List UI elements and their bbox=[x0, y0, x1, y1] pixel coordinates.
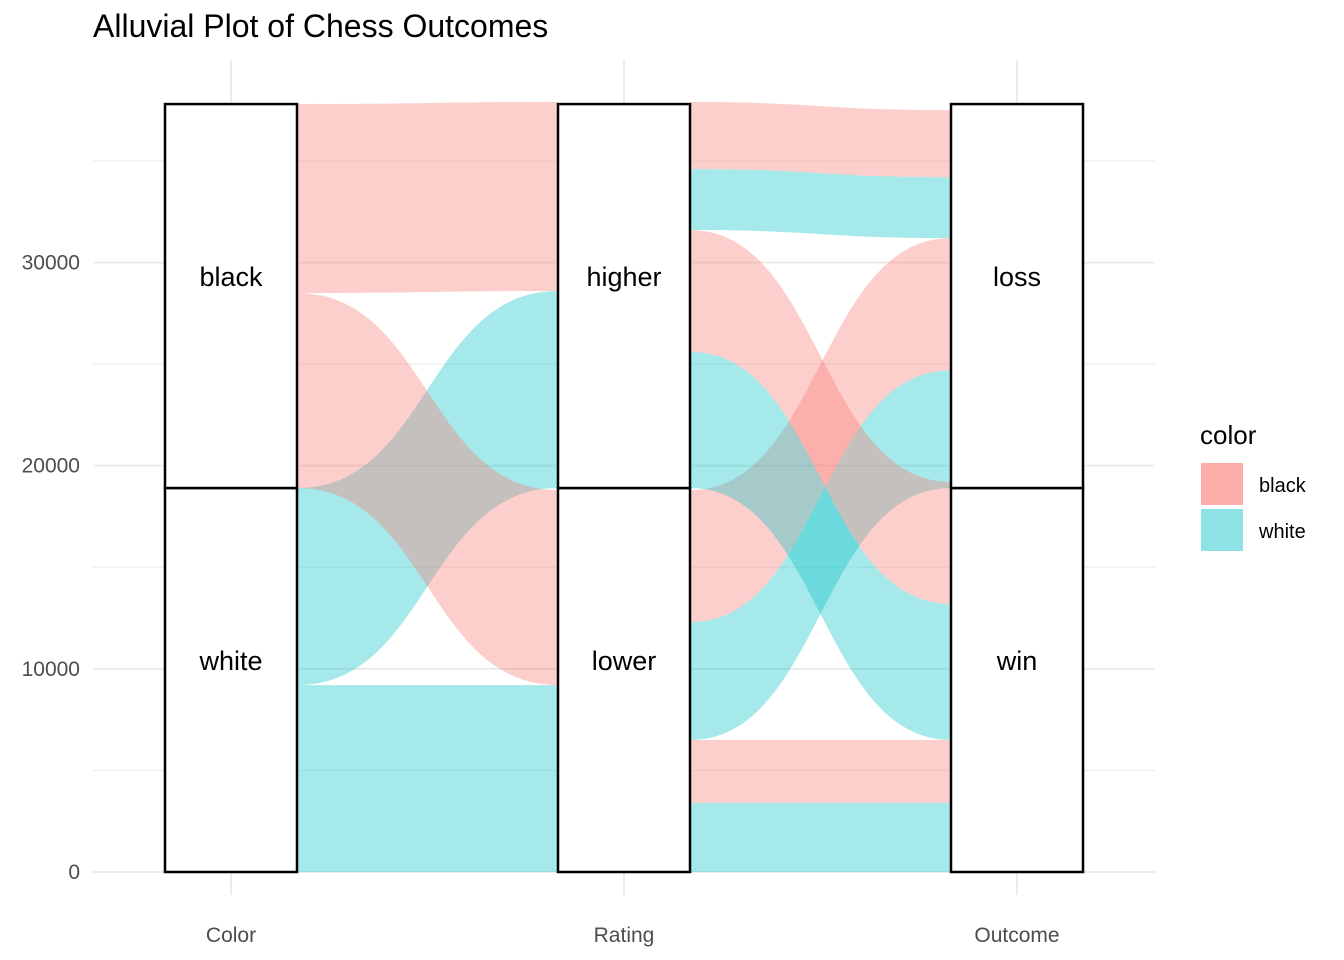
stratum-outcome-loss bbox=[951, 104, 1083, 488]
legend-key-black bbox=[1201, 463, 1243, 505]
stratum-label-black: black bbox=[199, 262, 263, 292]
legend-key-white bbox=[1201, 509, 1243, 551]
x-axis: Color Rating Outcome bbox=[206, 924, 1060, 947]
x-tick-label-outcome: Outcome bbox=[974, 924, 1059, 947]
x-tick-label-rating: Rating bbox=[594, 924, 655, 947]
stratum-label-higher: higher bbox=[586, 262, 661, 292]
stratum-label-white: white bbox=[198, 646, 262, 676]
stratum-label-loss: loss bbox=[993, 262, 1041, 292]
stratum-rating-lower bbox=[558, 488, 690, 872]
x-tick-label-color: Color bbox=[206, 924, 256, 947]
legend-title: color bbox=[1200, 420, 1257, 450]
legend-label-black: black bbox=[1259, 475, 1307, 497]
stratum-rating-higher bbox=[558, 104, 690, 488]
legend: color black white bbox=[1200, 420, 1307, 551]
rating-outcome-flow-1 bbox=[690, 740, 951, 803]
stratum-outcome-win bbox=[951, 488, 1083, 872]
y-axis: 0 10000 20000 30000 bbox=[22, 252, 80, 884]
stratum-color-black bbox=[165, 104, 297, 488]
stratum-label-win: win bbox=[996, 646, 1038, 676]
rating-outcome-flow-7 bbox=[690, 102, 951, 177]
color-rating-flow-1 bbox=[297, 685, 558, 803]
stratum-label-lower: lower bbox=[592, 646, 657, 676]
rating-outcome-flow-0 bbox=[690, 803, 951, 872]
stratum-color-white bbox=[165, 488, 297, 872]
color-rating-flow-6 bbox=[297, 169, 558, 293]
color-rating-flow-7 bbox=[297, 102, 558, 171]
legend-label-white: white bbox=[1258, 521, 1306, 543]
y-tick-label-0: 0 bbox=[68, 861, 80, 884]
rating-outcome-flow-6 bbox=[690, 169, 951, 238]
color-rating-flow-0 bbox=[297, 803, 558, 872]
y-tick-label-2: 20000 bbox=[22, 455, 80, 478]
y-tick-label-1: 10000 bbox=[22, 658, 80, 681]
y-tick-label-3: 30000 bbox=[22, 252, 80, 275]
